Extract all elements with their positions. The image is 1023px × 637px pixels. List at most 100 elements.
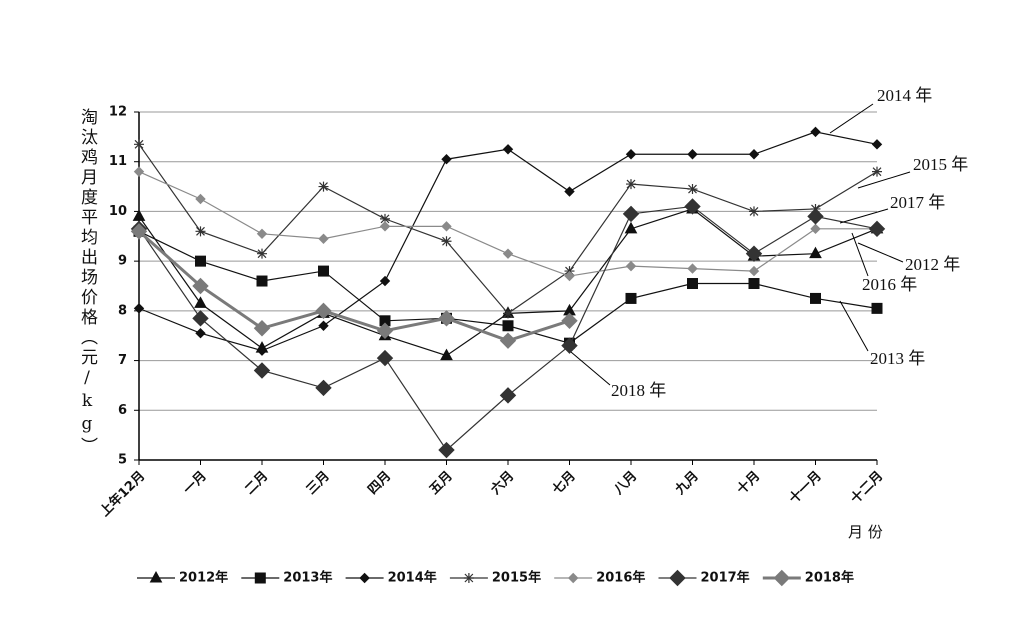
legend-marker	[463, 573, 474, 583]
data-point	[440, 348, 453, 361]
data-point	[318, 320, 329, 331]
data-point	[441, 221, 452, 232]
x-tick-label: 二月	[242, 469, 271, 498]
annotation-leader	[839, 300, 869, 352]
data-point	[253, 362, 271, 379]
legend-marker	[149, 570, 163, 583]
data-point	[256, 345, 268, 356]
x-tick-label: 十二月	[847, 468, 886, 507]
data-point	[502, 248, 514, 259]
annotation-leader	[570, 351, 611, 386]
legend-label: 2013年	[283, 570, 332, 586]
data-point	[257, 248, 267, 259]
legend-marker	[669, 569, 686, 587]
data-point	[379, 275, 391, 287]
data-point	[195, 328, 206, 339]
data-point	[810, 292, 821, 304]
data-point	[376, 322, 394, 339]
data-point	[871, 139, 883, 150]
y-tick-label: 9	[118, 254, 127, 269]
data-point	[687, 149, 698, 160]
legend-label: 2017年	[701, 570, 750, 586]
data-point	[687, 278, 698, 290]
data-point	[561, 337, 578, 354]
data-point	[134, 139, 144, 150]
data-point	[195, 226, 206, 237]
annotation-leader	[839, 208, 889, 224]
legend-label: 2018年	[805, 570, 854, 586]
series-line	[138, 143, 878, 315]
data-point	[561, 312, 578, 330]
data-point	[499, 387, 517, 404]
annotation: 2016 年	[862, 275, 917, 294]
x-tick-label: 六月	[488, 468, 518, 498]
data-point	[564, 186, 575, 197]
x-tick-label: 十一月	[786, 468, 825, 507]
data-point	[749, 206, 759, 217]
data-point	[318, 233, 329, 244]
data-point	[748, 149, 760, 160]
data-point	[253, 320, 271, 337]
legend-label: 2014年	[388, 570, 437, 586]
legend-marker	[359, 572, 370, 584]
data-point	[256, 275, 268, 287]
x-tick-label: 七月	[550, 469, 579, 498]
data-point	[809, 246, 822, 259]
data-point	[625, 260, 637, 272]
data-point	[625, 149, 637, 160]
data-point	[503, 308, 513, 319]
x-tick-label: 上年12月	[97, 468, 149, 520]
data-point	[195, 255, 206, 267]
data-point	[438, 441, 455, 459]
data-point	[132, 209, 146, 221]
y-tick-label: 5	[118, 453, 127, 468]
data-point	[745, 245, 763, 262]
x-tick-label: 八月	[611, 469, 641, 499]
y-tick-label: 7	[118, 353, 127, 368]
series-line	[138, 171, 877, 277]
x-axis-label: 月 份	[848, 523, 883, 541]
y-tick-label: 6	[118, 403, 127, 418]
y-tick-label: 8	[118, 303, 127, 318]
x-tick-label: 五月	[427, 469, 456, 498]
data-point	[748, 265, 760, 277]
data-point	[502, 144, 514, 155]
data-point	[564, 270, 575, 282]
data-point	[502, 320, 514, 332]
legend-marker	[254, 572, 266, 584]
annotation: 2015 年	[913, 155, 968, 174]
data-point	[810, 223, 821, 235]
data-point	[748, 278, 760, 290]
x-tick-label: 十月	[734, 468, 764, 498]
y-tick-label: 10	[109, 204, 127, 219]
data-point	[192, 277, 209, 295]
x-tick-label: 四月	[365, 469, 394, 498]
data-point	[256, 228, 268, 240]
annotation-leader	[857, 242, 904, 263]
data-point	[624, 221, 638, 234]
data-point	[194, 296, 207, 308]
data-point	[441, 236, 452, 247]
y-tick-label: 12	[109, 105, 127, 120]
data-point	[379, 221, 391, 232]
data-point	[376, 349, 394, 367]
legend-label: 2012年	[179, 570, 228, 586]
data-point	[625, 292, 637, 304]
y-axis-label: 淘汰鸡月度平均出场价格（元/kg）	[77, 108, 98, 457]
data-point	[318, 265, 329, 277]
annotation: 2018 年	[611, 381, 666, 400]
data-point	[380, 213, 390, 224]
data-point	[872, 166, 882, 177]
data-point	[130, 223, 148, 240]
legend-marker	[567, 572, 579, 584]
data-point	[499, 332, 517, 349]
data-point	[133, 303, 145, 314]
data-point	[441, 154, 452, 165]
annotation: 2014 年	[877, 86, 932, 105]
series-line	[138, 230, 570, 343]
x-tick-label: 一月	[181, 469, 210, 498]
data-point	[438, 310, 455, 327]
data-point	[318, 181, 329, 192]
annotation: 2013 年	[870, 349, 925, 368]
